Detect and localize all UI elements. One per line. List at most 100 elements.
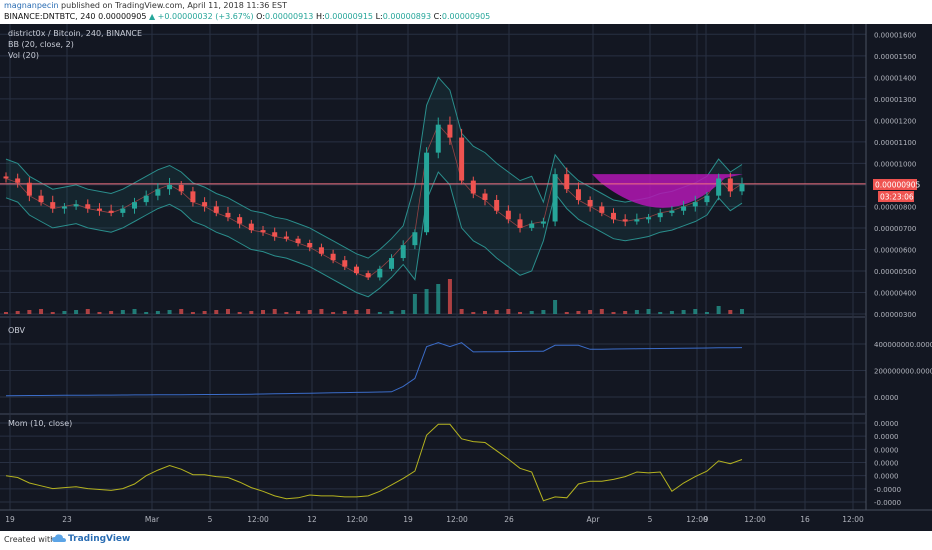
volume-bar [425, 289, 429, 314]
candle-body [459, 138, 464, 181]
candle-body [599, 206, 604, 212]
symbol-label: BINANCE:DNTBTC, 240 [4, 12, 96, 21]
candle-body [436, 125, 441, 153]
time-axis[interactable]: 19 23 Mar 5 12:00 12 12:00 19 12:00 26 Apr 5 12:009 1… [5, 515, 864, 524]
chart-area[interactable]: 0.00001600 0.00001500 0.00001400 0.00001300… [0, 24, 932, 531]
mom-tick-label: 0.0000 [874, 420, 899, 428]
volume-bar [109, 311, 113, 314]
volume-bar [354, 310, 358, 314]
mom-tick-label: 0.0000 [874, 433, 899, 441]
obv-tick-label: 200000000.0000 [874, 368, 932, 376]
candle-body [120, 209, 125, 213]
candle-body [576, 189, 581, 200]
volume-bar [179, 309, 183, 314]
volume-bar [226, 309, 230, 314]
time-tick-label: 9 [704, 515, 709, 524]
candle-body [15, 178, 20, 182]
candle-body [623, 219, 628, 221]
obv-tick-label: 400000000.0000 [874, 341, 932, 349]
volume-bar [448, 279, 452, 314]
change-value: ▲ +0.00000032 (+3.67%) [149, 12, 254, 21]
candle-body [4, 176, 9, 178]
mom-tick-label: 0.0000 [874, 446, 899, 454]
candle-body [377, 269, 382, 278]
legend-title[interactable]: district0x / Bitcoin, 240, BINANCE [8, 29, 142, 38]
volume-bar [27, 310, 31, 314]
volume-bar [588, 310, 592, 314]
volume-bar [553, 300, 557, 314]
candle-body [389, 258, 394, 269]
candle-body [716, 178, 721, 195]
volume-bar [413, 294, 417, 314]
candle-body [296, 239, 301, 243]
candle-body [704, 196, 709, 202]
volume-bar [378, 312, 382, 314]
legend-mom[interactable]: Mom (10, close) [8, 419, 72, 428]
price-tick-label: 0.00001500 [874, 53, 916, 61]
volume-bar [682, 310, 686, 314]
mom-tick-label: -0.0000 [874, 486, 901, 494]
candle-body [74, 204, 79, 206]
candle-body [366, 273, 371, 277]
publish-header: magnanpecin published on TradingView.com… [0, 0, 932, 24]
tradingview-brand[interactable]: TradingView [68, 534, 130, 544]
candle-body [669, 211, 674, 213]
legend-vol[interactable]: Vol (20) [8, 51, 39, 60]
volume-bar [168, 310, 172, 314]
price-tick-label: 0.00000700 [874, 225, 916, 233]
price-axis[interactable]: 0.00001600 0.00001500 0.00001400 0.00001300… [874, 31, 932, 507]
volume-bar [390, 311, 394, 314]
pane-divider [0, 316, 866, 318]
high-value: 0.00000915 [325, 12, 373, 21]
candle-body [541, 221, 546, 223]
volume-bar [319, 309, 323, 314]
volume-bar [133, 309, 137, 314]
volume-bar [693, 309, 697, 314]
volume-bar [518, 312, 522, 314]
time-tick-label: Apr [587, 515, 601, 524]
close-label: C: [434, 12, 442, 21]
low-value: 0.00000893 [383, 12, 431, 21]
volume-bar [86, 309, 90, 314]
time-tick-label: 23 [62, 515, 72, 524]
time-tick-label: 12:00 [842, 515, 864, 524]
footer: Created with TradingView [0, 531, 932, 550]
candle-body [412, 232, 417, 245]
obv-line [6, 343, 742, 396]
legend-bb[interactable]: BB (20, close, 2) [8, 40, 74, 49]
price-tick-label: 0.00001100 [874, 139, 916, 147]
candle-body [342, 260, 347, 266]
legend-obv[interactable]: OBV [8, 326, 26, 335]
price-tick-label: 0.00000800 [874, 203, 916, 211]
volume-bar [16, 311, 20, 314]
candle-body [237, 217, 242, 223]
volume-bar [401, 310, 405, 314]
time-tick-label: 12:00 [247, 515, 269, 524]
price-tick-label: 0.00000400 [874, 289, 916, 297]
candle-body [307, 243, 312, 247]
candle-body [27, 183, 32, 196]
candle-body [529, 224, 534, 228]
volume-bar [740, 309, 744, 314]
candle-body [144, 196, 149, 202]
high-label: H: [316, 12, 325, 21]
volume-bar [331, 312, 335, 314]
volume-bar [51, 312, 55, 314]
volume-bar [284, 312, 288, 314]
chart-svg[interactable]: 0.00001600 0.00001500 0.00001400 0.00001300… [0, 24, 932, 531]
pane-separators[interactable] [0, 24, 932, 510]
candle-body [225, 213, 230, 217]
volume-bar [576, 311, 580, 314]
volume-bar [343, 311, 347, 314]
candle-body [693, 202, 698, 206]
volume-bar [4, 312, 8, 314]
created-with-label: Created with [4, 535, 55, 544]
volume-bar [471, 312, 475, 314]
candle-body [424, 153, 429, 233]
volume-bar [600, 309, 604, 314]
candle-body [728, 178, 733, 191]
time-tick-label: 26 [504, 515, 514, 524]
volume-bar [436, 284, 440, 314]
author-link[interactable]: magnanpecin [4, 1, 59, 10]
volume-bar [214, 310, 218, 314]
